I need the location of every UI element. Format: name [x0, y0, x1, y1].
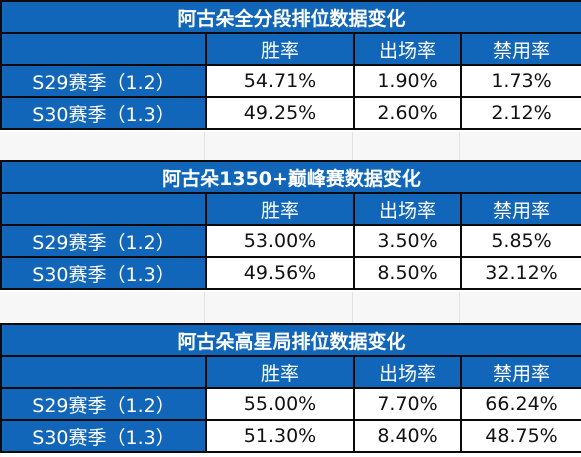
table-row: S30赛季（1.3） 49.25% 2.60% 2.12%: [0, 96, 581, 130]
column-header-win-rate: 胜率: [205, 192, 355, 226]
ban-rate-value: 32.12%: [460, 256, 581, 290]
ban-rate-value: 2.12%: [459, 96, 581, 130]
header-blank-cell: [0, 355, 207, 389]
stats-section-peak-1350: 阿古朵1350+巅峰赛数据变化 胜率 出场率 禁用率 S29赛季（1.2） 53…: [0, 160, 581, 290]
pick-rate-value: 1.90%: [353, 64, 462, 98]
win-rate-value: 55.00%: [205, 387, 355, 421]
divider-line: [204, 132, 205, 160]
win-rate-value: 54.71%: [205, 64, 355, 98]
win-rate-value: 49.25%: [205, 96, 355, 130]
section-divider-gap: [0, 132, 581, 160]
section-title: 阿古朵1350+巅峰赛数据变化: [0, 160, 581, 194]
pick-rate-value: 7.70%: [353, 387, 462, 421]
column-header-pick-rate: 出场率: [353, 192, 462, 226]
table-row: S30赛季（1.3） 49.56% 8.50% 32.12%: [0, 256, 581, 290]
table-row: S30赛季（1.3） 51.30% 8.40% 48.75%: [0, 419, 581, 453]
pick-rate-value: 2.60%: [353, 96, 462, 130]
win-rate-value: 51.30%: [205, 419, 355, 453]
stats-section-all-ranks: 阿古朵全分段排位数据变化 胜率 出场率 禁用率 S29赛季（1.2） 54.71…: [0, 0, 581, 130]
divider-line: [459, 292, 460, 323]
row-label-season: S29赛季（1.2）: [0, 387, 207, 421]
header-blank-cell: [0, 192, 207, 226]
section-title: 阿古朵高星局排位数据变化: [0, 323, 581, 357]
win-rate-value: 53.00%: [205, 224, 355, 258]
column-header-pick-rate: 出场率: [353, 355, 462, 389]
table-row: S29赛季（1.2） 54.71% 1.90% 1.73%: [0, 64, 581, 98]
stats-table: 阿古朵1350+巅峰赛数据变化 胜率 出场率 禁用率 S29赛季（1.2） 53…: [0, 160, 581, 290]
ban-rate-value: 48.75%: [459, 419, 581, 453]
section-title: 阿古朵全分段排位数据变化: [0, 0, 581, 34]
divider-line: [352, 132, 353, 160]
header-blank-cell: [0, 32, 207, 66]
pick-rate-value: 8.40%: [353, 419, 462, 453]
stats-table: 阿古朵全分段排位数据变化 胜率 出场率 禁用率 S29赛季（1.2） 54.71…: [0, 0, 581, 130]
row-label-season: S29赛季（1.2）: [0, 224, 207, 258]
ban-rate-value: 1.73%: [459, 64, 581, 98]
column-header-ban-rate: 禁用率: [459, 32, 581, 66]
row-label-season: S29赛季（1.2）: [0, 64, 207, 98]
divider-line: [459, 132, 460, 160]
divider-line: [204, 292, 205, 323]
stats-section-high-star: 阿古朵高星局排位数据变化 胜率 出场率 禁用率 S29赛季（1.2） 55.00…: [0, 323, 581, 453]
column-header-ban-rate: 禁用率: [459, 355, 581, 389]
ban-rate-value: 5.85%: [460, 224, 581, 258]
row-label-season: S30赛季（1.3）: [0, 419, 207, 453]
table-row: S29赛季（1.2） 53.00% 3.50% 5.85%: [0, 224, 581, 258]
column-header-win-rate: 胜率: [205, 32, 355, 66]
column-header-win-rate: 胜率: [205, 355, 355, 389]
stats-table: 阿古朵高星局排位数据变化 胜率 出场率 禁用率 S29赛季（1.2） 55.00…: [0, 323, 581, 453]
column-header-ban-rate: 禁用率: [460, 192, 581, 226]
divider-line: [352, 292, 353, 323]
row-label-season: S30赛季（1.3）: [0, 256, 207, 290]
section-divider-gap: [0, 292, 581, 323]
row-label-season: S30赛季（1.3）: [0, 96, 207, 130]
pick-rate-value: 3.50%: [353, 224, 462, 258]
table-row: S29赛季（1.2） 55.00% 7.70% 66.24%: [0, 387, 581, 421]
column-header-pick-rate: 出场率: [353, 32, 462, 66]
pick-rate-value: 8.50%: [353, 256, 462, 290]
win-rate-value: 49.56%: [205, 256, 355, 290]
ban-rate-value: 66.24%: [459, 387, 581, 421]
